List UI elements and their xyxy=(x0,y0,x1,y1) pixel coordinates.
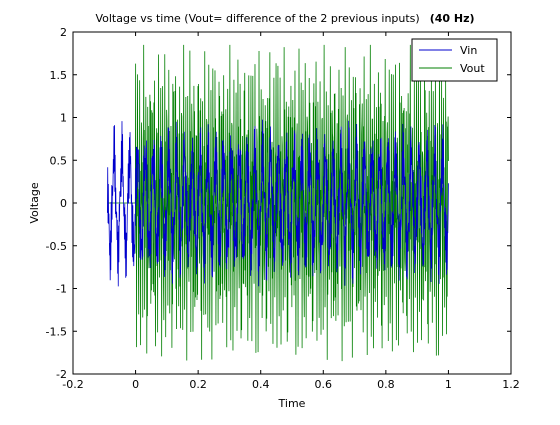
chart-title-main: Voltage vs time (Vout= difference of the… xyxy=(95,12,419,25)
y-tick-label: -2 xyxy=(56,368,67,381)
legend-box xyxy=(411,38,498,82)
series-layer xyxy=(107,44,449,362)
x-axis-label: Time xyxy=(278,397,306,410)
x-tick-label: 0 xyxy=(132,378,139,391)
x-tick-label: 1.2 xyxy=(502,378,520,391)
y-tick-label: -1 xyxy=(56,283,67,296)
y-tick-label: 1 xyxy=(60,112,67,125)
y-axis-label: Voltage xyxy=(28,182,41,223)
series-line-vout xyxy=(107,44,449,362)
y-tick-label: 0 xyxy=(60,197,67,210)
y-tick-label: -0.5 xyxy=(46,240,67,253)
x-tick-label: 0.8 xyxy=(377,378,395,391)
y-tick-label: 0.5 xyxy=(50,154,68,167)
ticks-layer: -0.2 0 0.2 0.4 0.6 0.8 1 1.2 -2 -1.5 -1 -0.5 0 0.5 1 1.… xyxy=(46,26,520,391)
legend-label-vout: Vout xyxy=(460,62,485,75)
y-tick-label: 2 xyxy=(60,26,67,39)
x-tick-label: -0.2 xyxy=(62,378,83,391)
y-tick-label: 1.5 xyxy=(50,69,68,82)
legend: Vin Vout xyxy=(411,38,498,82)
legend-label-vin: Vin xyxy=(460,44,477,57)
x-tick-label: 0.2 xyxy=(189,378,207,391)
x-tick-label: 0.6 xyxy=(315,378,333,391)
chart-title: Voltage vs time (Vout= difference of the… xyxy=(95,12,474,25)
chart-title-frequency: (40 Hz) xyxy=(430,12,475,25)
y-tick-label: -1.5 xyxy=(46,325,67,338)
x-tick-label: 1 xyxy=(445,378,452,391)
series-line-vin xyxy=(107,119,449,287)
x-tick-label: 0.4 xyxy=(252,378,270,391)
